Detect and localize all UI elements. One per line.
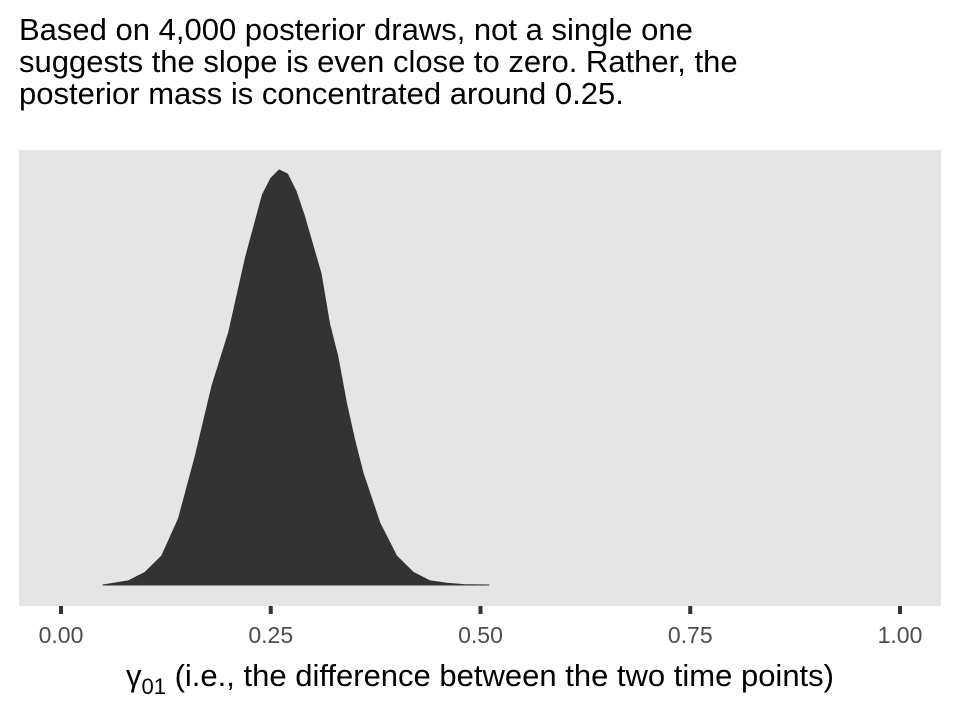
x-axis-title-subscript: 01 (142, 674, 166, 699)
chart-title-line-2: suggests the slope is even close to zero… (19, 44, 738, 79)
x-ticks (59, 606, 902, 614)
x-axis-title-text: (i.e., the difference between the two ti… (166, 658, 834, 693)
density-area (102, 169, 490, 586)
x-tick-label-2: 0.50 (458, 622, 503, 648)
x-tick-labels: 0.00 0.25 0.50 0.75 1.00 (39, 622, 923, 648)
chart-title-line-1: Based on 4,000 posterior draws, not a si… (19, 12, 693, 47)
x-tick-label-0: 0.00 (39, 622, 84, 648)
plot-panel (19, 150, 941, 606)
x-tick-label-3: 0.75 (668, 622, 713, 648)
x-tick-label-4: 1.00 (878, 622, 923, 648)
x-axis-title: γ01 (i.e., the difference between the tw… (126, 658, 834, 699)
x-axis-title-symbol: γ (126, 658, 142, 693)
chart-title: Based on 4,000 posterior draws, not a si… (19, 14, 939, 110)
chart-title-line-3: posterior mass is concentrated around 0.… (19, 76, 624, 111)
x-tick-label-1: 0.25 (248, 622, 293, 648)
